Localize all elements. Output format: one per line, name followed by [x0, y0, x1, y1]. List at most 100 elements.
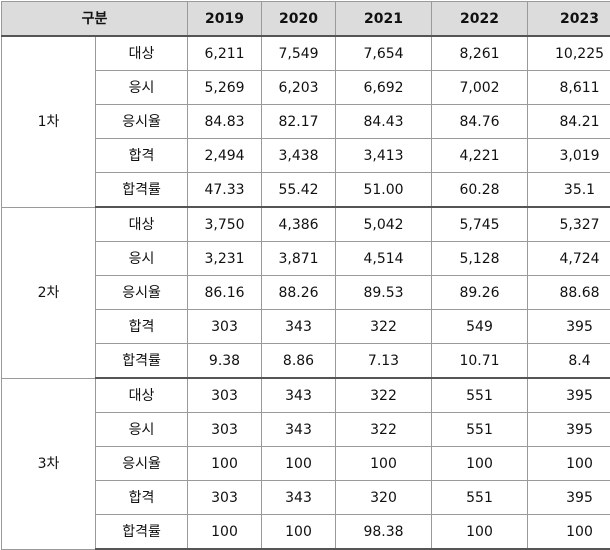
value-cell: 3,438: [262, 139, 336, 173]
value-cell: 551: [432, 413, 528, 447]
value-cell: 55.42: [262, 173, 336, 208]
value-cell: 6,203: [262, 71, 336, 105]
value-cell: 100: [528, 447, 610, 481]
value-cell: 84.83: [188, 105, 262, 139]
row-label: 합격: [96, 310, 188, 344]
group-label: 3차: [2, 378, 96, 549]
value-cell: 10.71: [432, 344, 528, 379]
value-cell: 395: [528, 413, 610, 447]
header-year: 2023: [528, 2, 610, 37]
value-cell: 7,549: [262, 36, 336, 71]
value-cell: 84.76: [432, 105, 528, 139]
row-label: 응시율: [96, 276, 188, 310]
value-cell: 322: [336, 378, 432, 413]
value-cell: 100: [432, 515, 528, 550]
value-cell: 395: [528, 378, 610, 413]
value-cell: 303: [188, 310, 262, 344]
header-year: 2020: [262, 2, 336, 37]
row-label: 대상: [96, 378, 188, 413]
value-cell: 303: [188, 413, 262, 447]
value-cell: 320: [336, 481, 432, 515]
value-cell: 89.26: [432, 276, 528, 310]
value-cell: 84.21: [528, 105, 610, 139]
value-cell: 3,413: [336, 139, 432, 173]
value-cell: 8.86: [262, 344, 336, 379]
value-cell: 343: [262, 481, 336, 515]
value-cell: 4,724: [528, 242, 610, 276]
value-cell: 100: [262, 447, 336, 481]
value-cell: 88.68: [528, 276, 610, 310]
header-year: 2021: [336, 2, 432, 37]
header-year: 2019: [188, 2, 262, 37]
value-cell: 7.13: [336, 344, 432, 379]
value-cell: 395: [528, 481, 610, 515]
row-label: 응시: [96, 242, 188, 276]
value-cell: 100: [528, 515, 610, 550]
value-cell: 9.38: [188, 344, 262, 379]
value-cell: 303: [188, 481, 262, 515]
value-cell: 84.43: [336, 105, 432, 139]
value-cell: 4,386: [262, 207, 336, 242]
value-cell: 100: [432, 447, 528, 481]
value-cell: 4,221: [432, 139, 528, 173]
value-cell: 8,611: [528, 71, 610, 105]
value-cell: 322: [336, 413, 432, 447]
value-cell: 100: [336, 447, 432, 481]
value-cell: 2,494: [188, 139, 262, 173]
header-category: 구분: [2, 2, 188, 37]
value-cell: 3,019: [528, 139, 610, 173]
value-cell: 5,327: [528, 207, 610, 242]
value-cell: 3,231: [188, 242, 262, 276]
value-cell: 6,211: [188, 36, 262, 71]
value-cell: 549: [432, 310, 528, 344]
value-cell: 7,654: [336, 36, 432, 71]
row-label: 응시: [96, 71, 188, 105]
value-cell: 100: [188, 447, 262, 481]
value-cell: 5,042: [336, 207, 432, 242]
row-label: 대상: [96, 207, 188, 242]
value-cell: 100: [262, 515, 336, 550]
value-cell: 82.17: [262, 105, 336, 139]
row-label: 응시: [96, 413, 188, 447]
value-cell: 395: [528, 310, 610, 344]
row-label: 응시율: [96, 447, 188, 481]
value-cell: 8.4: [528, 344, 610, 379]
value-cell: 5,269: [188, 71, 262, 105]
value-cell: 47.33: [188, 173, 262, 208]
value-cell: 5,745: [432, 207, 528, 242]
value-cell: 5,128: [432, 242, 528, 276]
value-cell: 98.38: [336, 515, 432, 550]
value-cell: 4,514: [336, 242, 432, 276]
value-cell: 3,750: [188, 207, 262, 242]
value-cell: 89.53: [336, 276, 432, 310]
header-row: 구분 2019 2020 2021 2022 2023: [2, 2, 610, 37]
value-cell: 303: [188, 378, 262, 413]
group-label: 1차: [2, 36, 96, 207]
value-cell: 35.1: [528, 173, 610, 208]
value-cell: 6,692: [336, 71, 432, 105]
row-label: 합격률: [96, 344, 188, 379]
header-year: 2022: [432, 2, 528, 37]
row-label: 대상: [96, 36, 188, 71]
row-label: 응시율: [96, 105, 188, 139]
row-label: 합격률: [96, 515, 188, 550]
value-cell: 86.16: [188, 276, 262, 310]
value-cell: 322: [336, 310, 432, 344]
row-label: 합격: [96, 139, 188, 173]
value-cell: 10,225: [528, 36, 610, 71]
value-cell: 51.00: [336, 173, 432, 208]
value-cell: 8,261: [432, 36, 528, 71]
value-cell: 551: [432, 481, 528, 515]
value-cell: 100: [188, 515, 262, 550]
value-cell: 60.28: [432, 173, 528, 208]
value-cell: 343: [262, 378, 336, 413]
value-cell: 343: [262, 310, 336, 344]
value-cell: 343: [262, 413, 336, 447]
value-cell: 3,871: [262, 242, 336, 276]
value-cell: 7,002: [432, 71, 528, 105]
